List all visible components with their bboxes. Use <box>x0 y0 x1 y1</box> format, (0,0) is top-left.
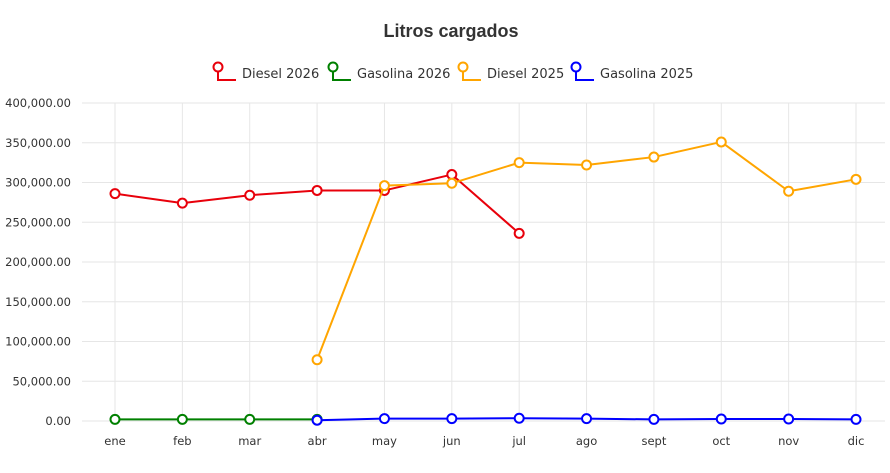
data-point-diesel-2025[interactable] <box>850 173 862 185</box>
x-tick-label: dic <box>848 434 865 448</box>
data-point-gasolina-2025[interactable] <box>378 413 390 425</box>
data-point-diesel-2025[interactable] <box>715 136 727 148</box>
legend-dot <box>327 61 339 73</box>
legend-stem <box>332 72 351 81</box>
y-tick-label: 0.00 <box>45 414 71 428</box>
data-point-gasolina-2025[interactable] <box>715 413 727 425</box>
data-point-diesel-2026[interactable] <box>446 169 458 181</box>
legend-stem <box>575 72 594 81</box>
data-point-diesel-2025[interactable] <box>648 151 660 163</box>
legend-label: Diesel 2026 <box>242 67 319 82</box>
legend-label: Diesel 2025 <box>487 67 564 82</box>
legend-item-diesel-2026[interactable]: Diesel 2026 <box>212 61 320 83</box>
plot-area <box>109 136 862 426</box>
legend: Diesel 2026 Gasolina 2026 Diesel 2025 Gasol… <box>212 61 694 83</box>
y-tick-label: 200,000.00 <box>5 255 71 269</box>
series-diesel-2026 <box>109 169 525 239</box>
x-tick-label: nov <box>778 434 799 448</box>
x-tick-label: sept <box>641 434 666 448</box>
x-tick-label: mar <box>238 434 261 448</box>
x-tick-label: jul <box>511 434 526 448</box>
x-tick-label: oct <box>712 434 730 448</box>
y-tick-label: 250,000.00 <box>5 215 71 229</box>
data-point-gasolina-2025[interactable] <box>311 414 323 426</box>
legend-marker-icon <box>570 61 594 81</box>
legend-stem <box>462 72 481 81</box>
x-tick-label: feb <box>173 434 191 448</box>
legend-stem <box>217 72 236 81</box>
data-point-gasolina-2025[interactable] <box>783 413 795 425</box>
legend-marker-icon <box>212 61 236 81</box>
legend-dot <box>212 61 224 73</box>
data-point-diesel-2026[interactable] <box>244 189 256 201</box>
x-tick-label: jun <box>442 434 461 448</box>
data-point-gasolina-2025[interactable] <box>648 413 660 425</box>
data-point-diesel-2025[interactable] <box>581 159 593 171</box>
chart-title: Litros cargados <box>383 21 518 41</box>
data-point-diesel-2026[interactable] <box>176 197 188 209</box>
x-axis: ene feb mar abr may jun jul ago sept oct nov dic <box>104 434 864 448</box>
y-tick-label: 50,000.00 <box>12 374 71 388</box>
data-point-diesel-2025[interactable] <box>783 185 795 197</box>
legend-dot <box>570 61 582 73</box>
data-point-gasolina-2025[interactable] <box>446 413 458 425</box>
data-point-diesel-2025[interactable] <box>378 180 390 192</box>
legend-label: Gasolina 2026 <box>357 67 450 82</box>
x-tick-label: ago <box>576 434 597 448</box>
data-point-diesel-2025[interactable] <box>513 157 525 169</box>
data-point-gasolina-2025[interactable] <box>850 413 862 425</box>
data-point-gasolina-2025[interactable] <box>581 413 593 425</box>
data-point-diesel-2025[interactable] <box>446 177 458 189</box>
legend-marker-icon <box>327 61 351 81</box>
data-point-diesel-2025[interactable] <box>311 354 323 366</box>
x-tick-label: ene <box>104 434 125 448</box>
legend-label: Gasolina 2025 <box>600 67 693 82</box>
legend-item-gasolina-2026[interactable]: Gasolina 2026 <box>327 61 451 83</box>
data-point-gasolina-2026[interactable] <box>109 413 121 425</box>
data-point-diesel-2026[interactable] <box>109 188 121 200</box>
y-tick-label: 150,000.00 <box>5 295 71 309</box>
data-point-gasolina-2026[interactable] <box>176 413 188 425</box>
data-point-gasolina-2026[interactable] <box>244 413 256 425</box>
legend-dot <box>457 61 469 73</box>
series-gasolina-2025 <box>311 412 862 426</box>
series-diesel-2025 <box>311 136 862 366</box>
data-point-diesel-2026[interactable] <box>311 184 323 196</box>
legend-item-diesel-2025[interactable]: Diesel 2025 <box>457 61 565 83</box>
y-axis: 0.00 50,000.00 100,000.00 150,000.00 200,000… <box>5 96 71 428</box>
y-tick-label: 100,000.00 <box>5 335 71 349</box>
y-tick-label: 300,000.00 <box>5 176 71 190</box>
grid <box>82 102 885 422</box>
data-point-diesel-2026[interactable] <box>513 227 525 239</box>
x-tick-label: abr <box>308 434 327 448</box>
legend-item-gasolina-2025[interactable]: Gasolina 2025 <box>570 61 694 83</box>
x-tick-label: may <box>372 434 397 448</box>
y-tick-label: 400,000.00 <box>5 96 71 110</box>
data-point-gasolina-2025[interactable] <box>513 412 525 424</box>
y-tick-label: 350,000.00 <box>5 136 71 150</box>
series-gasolina-2026 <box>109 413 323 425</box>
legend-marker-icon <box>457 61 481 81</box>
